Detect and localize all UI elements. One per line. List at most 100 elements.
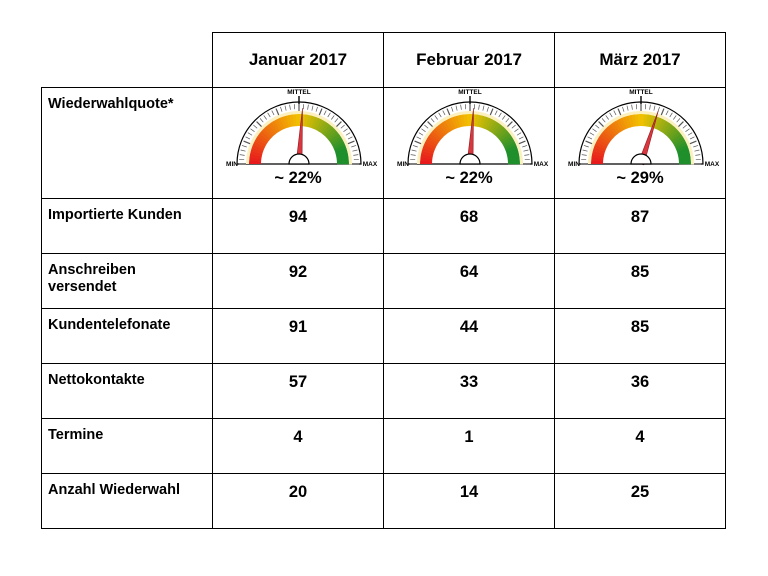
gauge-tick	[250, 128, 255, 132]
gauge-band-highlight	[308, 112, 314, 116]
gauge-max-label: MAX	[534, 161, 549, 168]
gauge-band-segment	[313, 117, 322, 131]
gauge-cell-march: MITTEL MIN MAX ~ 29%	[554, 87, 726, 199]
gauge-band-segment	[274, 119, 283, 132]
table-row: Nettokontakte 57 33 36	[41, 363, 726, 419]
gauge-tick	[311, 105, 314, 111]
gauge-band-segment	[320, 122, 330, 135]
gauge-band-highlight	[486, 113, 491, 118]
gauge-tick	[613, 110, 617, 116]
gauge-band-segment	[669, 131, 681, 142]
gauge-band-segment	[335, 151, 349, 157]
table-cell: 64	[383, 253, 555, 309]
gauge-band-highlight	[278, 113, 284, 118]
gauge-band-segment	[439, 122, 450, 134]
gauge-band-highlight	[519, 153, 523, 158]
gauge-band-segment	[308, 115, 316, 129]
gauge-tick	[498, 112, 502, 118]
gauge-band-segment	[336, 157, 349, 162]
gauge-tick	[665, 110, 669, 116]
gauge-tick	[622, 106, 625, 112]
gauge-band-highlight	[623, 112, 629, 117]
gauge-value-february: ~ 22%	[445, 169, 493, 187]
gauge-band-segment	[442, 120, 452, 133]
gauge-band-segment	[657, 119, 667, 132]
gauge-band-highlight	[588, 153, 593, 158]
gauge-value-january: ~ 22%	[274, 169, 322, 187]
gauge-band-segment	[334, 147, 348, 155]
gauge-band-segment	[507, 160, 520, 165]
gauge-tick	[352, 149, 358, 152]
gauge-tick	[412, 145, 418, 148]
gauge-cell-february: MITTEL MIN MAX ~ 22%	[383, 87, 555, 199]
gauge-band-segment	[493, 124, 504, 136]
gauge-band-segment	[422, 144, 435, 152]
gauge-band-segment	[599, 133, 612, 143]
gauge-tick	[323, 110, 327, 116]
gauge-tick	[343, 128, 348, 132]
gauge-band-highlight	[641, 111, 645, 115]
gauge-band-highlight	[417, 153, 422, 158]
gauge-tick	[307, 104, 309, 110]
gauge-mid-label: MITTEL	[458, 89, 481, 96]
gauge-tick	[315, 106, 318, 112]
gauge-band-highlight	[419, 143, 424, 148]
table-cell: 44	[383, 308, 555, 364]
gauge-tick	[592, 128, 597, 132]
gauge-band-segment	[432, 128, 444, 139]
gauge-band-segment	[678, 160, 691, 165]
gauge-band-segment	[325, 128, 337, 140]
gauge-band-highlight	[417, 160, 421, 164]
gauge-band-segment	[637, 114, 642, 127]
gauge-tick	[289, 104, 291, 110]
gauge-band-highlight	[479, 112, 485, 116]
gauge-band-highlight	[452, 112, 458, 117]
gauge-band-segment	[336, 160, 349, 165]
gauge-tick	[502, 115, 506, 120]
table-row: Anzahl Wiederwahl 20 14 25	[41, 473, 726, 529]
gauge-band-segment	[249, 157, 262, 162]
gauge-band-highlight	[446, 114, 452, 120]
gauge-band-segment	[447, 117, 456, 130]
gauge-tick	[695, 154, 701, 156]
gauge-tick	[446, 108, 451, 116]
gauge-tick	[631, 104, 633, 110]
gauge-band-segment	[655, 117, 664, 131]
gauge-tick	[589, 132, 595, 136]
gauge-band-segment	[677, 151, 691, 157]
gauge-tick	[239, 154, 245, 156]
gauge-band-highlight	[473, 111, 478, 115]
gauge-band-segment	[608, 124, 619, 136]
gauge-band-highlight	[348, 157, 352, 162]
gauge-tick	[494, 110, 498, 116]
gauge-band-highlight	[637, 111, 642, 115]
gauge-tick	[626, 105, 629, 111]
gauge-tick	[247, 132, 253, 136]
gauge-band-highlight	[459, 111, 464, 115]
gauge-band-segment	[322, 124, 333, 136]
gauge-min-label: MIN	[226, 161, 238, 168]
gauge-band-segment	[426, 135, 439, 145]
gauge-tick	[581, 154, 587, 156]
table-row: Importierte Kunden 94 68 87	[41, 198, 726, 254]
gauge-tick	[478, 104, 480, 110]
gauge-band-segment	[610, 122, 621, 134]
gauge-band-segment	[505, 144, 518, 153]
gauge-tick	[518, 136, 524, 140]
gauge-band-highlight	[346, 146, 351, 152]
gauge-band-segment	[624, 115, 632, 129]
gauge-band-segment	[618, 117, 627, 130]
table-cell: 25	[554, 473, 726, 529]
gauge-band-segment	[479, 115, 487, 129]
gauge-band-segment	[502, 139, 515, 148]
row-label: Kundentelefonate	[41, 308, 213, 364]
gauge-band-segment	[506, 151, 520, 157]
gauge-band-segment	[662, 122, 672, 135]
gauge-tick	[411, 149, 417, 152]
corner-cell	[41, 32, 213, 88]
gauge-band-segment	[268, 122, 279, 134]
gauge-band-highlight	[418, 146, 423, 152]
gauge-tick	[489, 108, 494, 116]
gauge-band-highlight	[476, 111, 481, 116]
gauge-tick	[318, 108, 323, 116]
